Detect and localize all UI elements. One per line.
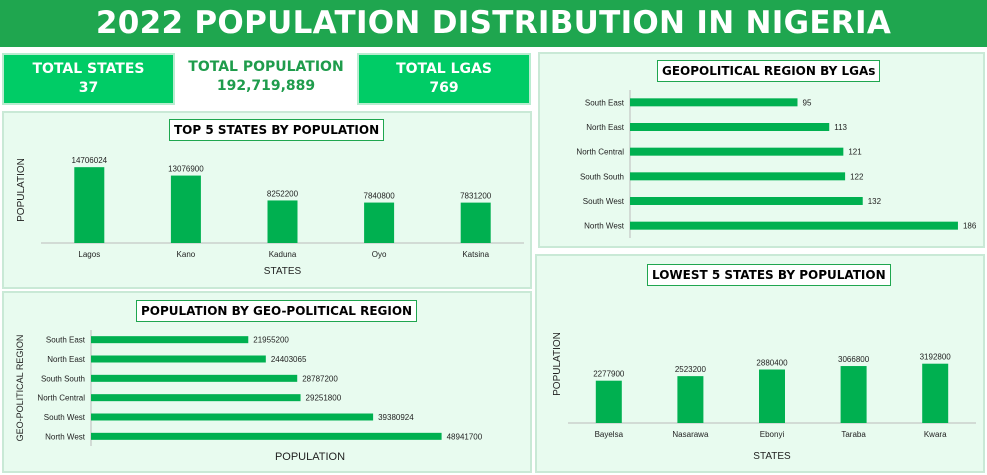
x-axis-title: POPULATION — [275, 451, 345, 463]
y-tick-label: South South — [41, 374, 85, 383]
x-tick-label: Nasarawa — [672, 430, 709, 439]
x-tick-label: Katsina — [462, 250, 489, 259]
kpi-label: TOTAL STATES — [32, 61, 145, 77]
bar — [460, 202, 491, 243]
bar — [595, 380, 622, 423]
bar — [91, 432, 442, 440]
data-label: 121 — [848, 148, 862, 157]
chart-title: POPULATION BY GEO-POLITICAL REGION — [136, 300, 418, 322]
bar — [677, 376, 704, 423]
kpi-value: 37 — [78, 80, 99, 96]
data-label: 48941700 — [447, 432, 483, 441]
x-axis-title: STATES — [264, 266, 302, 277]
data-label: 14706024 — [72, 156, 108, 165]
data-label: 3192800 — [920, 353, 952, 362]
data-label: 8252200 — [267, 189, 299, 198]
y-tick-label: South West — [583, 197, 625, 206]
bar — [630, 98, 798, 107]
bar — [630, 147, 844, 156]
bar — [91, 336, 249, 344]
bar — [170, 175, 201, 243]
x-tick-label: Ebonyi — [760, 430, 785, 439]
data-label: 21955200 — [253, 336, 289, 345]
x-axis-title: STATES — [753, 451, 791, 462]
region-population-chart: 21955200 South East 24403065 North East 2878… — [15, 330, 483, 463]
bar — [922, 363, 949, 423]
region-lga-chart: 95 South East 113 North East 121 North Centra… — [576, 90, 977, 238]
data-label: 7831200 — [460, 192, 492, 201]
y-tick-label: North East — [47, 355, 86, 364]
bar — [74, 167, 105, 243]
data-label: 24403065 — [271, 355, 307, 364]
kpi-label: TOTAL POPULATION — [188, 59, 344, 75]
y-axis-title: POPULATION — [552, 332, 563, 396]
data-label: 2880400 — [756, 359, 788, 368]
bar — [630, 197, 863, 205]
bar — [267, 200, 298, 243]
region-population-panel: POPULATION BY GEO-POLITICAL REGION 21955… — [2, 291, 532, 473]
bar — [364, 202, 395, 243]
x-tick-label: Kaduna — [269, 250, 297, 259]
data-label: 132 — [868, 197, 882, 206]
kpi-value: 769 — [429, 80, 459, 96]
y-tick-label: South West — [44, 413, 86, 422]
data-label: 2277900 — [593, 370, 625, 379]
x-tick-label: Taraba — [841, 430, 866, 439]
bar — [91, 413, 374, 421]
chart-title: GEOPOLITICAL REGION BY LGAs — [657, 60, 881, 82]
y-tick-label: North West — [45, 432, 86, 441]
bar — [91, 355, 266, 363]
x-tick-label: Kano — [177, 250, 196, 259]
data-label: 7840800 — [364, 192, 396, 201]
data-label: 39380924 — [378, 413, 414, 422]
bar — [91, 394, 301, 402]
x-tick-label: Bayelsa — [595, 430, 624, 439]
x-tick-label: Oyo — [372, 250, 387, 259]
x-tick-label: Lagos — [78, 250, 100, 259]
bar — [630, 123, 830, 131]
data-label: 95 — [803, 98, 812, 107]
y-tick-label: North Central — [37, 394, 85, 403]
bar — [759, 369, 785, 423]
y-tick-label: South East — [585, 98, 625, 107]
y-tick-label: North West — [584, 222, 625, 231]
kpi-total-states: TOTAL STATES 37 — [2, 53, 175, 105]
lowest5-states-panel: LOWEST 5 STATES BY POPULATION 2277900 Bay… — [535, 254, 985, 473]
chart-title: LOWEST 5 STATES BY POPULATION — [647, 264, 891, 286]
kpi-total-lgas: TOTAL LGAS 769 — [357, 53, 531, 105]
top5-states-chart: 14706024 Lagos 13076900 Kano 8252200 Kaduna 78… — [16, 156, 524, 277]
x-tick-label: Kwara — [924, 430, 947, 439]
bar — [840, 366, 867, 423]
data-label: 122 — [850, 172, 864, 181]
y-axis-title: POPULATION — [16, 158, 27, 222]
region-lga-panel: GEOPOLITICAL REGION BY LGAs 95 South East… — [538, 52, 985, 248]
kpi-value: 192,719,889 — [216, 78, 316, 94]
dashboard-title: 2022 POPULATION DISTRIBUTION IN NIGERIA — [0, 0, 987, 47]
data-label: 28787200 — [302, 374, 338, 383]
chart-title: TOP 5 STATES BY POPULATION — [169, 119, 385, 141]
data-label: 13076900 — [168, 165, 204, 174]
data-label: 29251800 — [306, 394, 342, 403]
top5-states-panel: TOP 5 STATES BY POPULATION 14706024 Lagos… — [2, 111, 532, 289]
y-tick-label: South East — [46, 336, 86, 345]
data-label: 2523200 — [675, 365, 707, 374]
bar — [630, 221, 958, 230]
lowest5-states-chart: 2277900 Bayelsa 2523200 Nasarawa 2880400 Ebon… — [552, 332, 976, 462]
y-tick-label: North Central — [576, 148, 624, 157]
y-axis-title: GEO-POLITICAL REGION — [15, 335, 25, 442]
data-label: 3066800 — [838, 355, 870, 364]
y-tick-label: North East — [586, 123, 625, 132]
kpi-label: TOTAL LGAS — [396, 61, 492, 77]
data-label: 113 — [834, 123, 847, 132]
data-label: 186 — [963, 222, 977, 231]
y-tick-label: South South — [580, 172, 624, 181]
bar — [91, 374, 298, 382]
bar — [630, 172, 846, 181]
kpi-total-population: TOTAL POPULATION 192,719,889 — [177, 53, 355, 105]
